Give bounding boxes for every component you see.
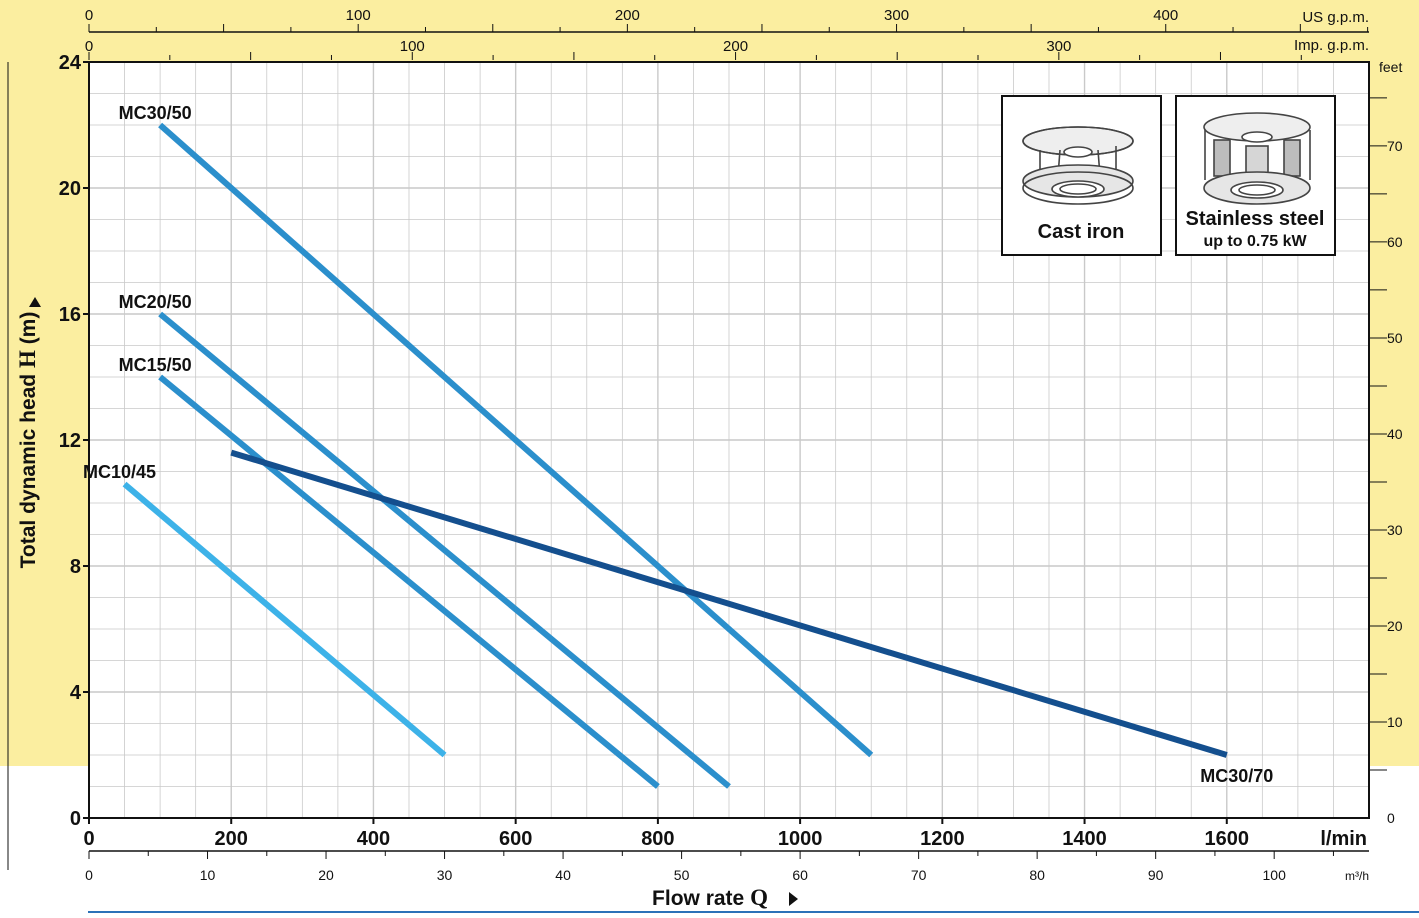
usgpm-tick-label: 400 xyxy=(1153,7,1178,24)
y-tick-label: 20 xyxy=(59,178,81,200)
x-tick-label-lmin: 1600 xyxy=(1205,828,1250,850)
x-tick-label-lmin: 1000 xyxy=(778,828,823,850)
y-axis-symbol: H xyxy=(15,350,40,368)
x-tick-label-lmin: 800 xyxy=(641,828,674,850)
legend-stainless-subtitle: up to 0.75 kW xyxy=(1203,233,1307,250)
feet-tick-label: 10 xyxy=(1387,714,1403,730)
impgpm-tick-label: 0 xyxy=(85,38,93,55)
x-tick-label-lmin: 200 xyxy=(215,828,248,850)
usgpm-tick-label: 300 xyxy=(884,7,909,24)
usgpm-tick-label: 0 xyxy=(85,7,93,24)
cast-iron-impeller-icon xyxy=(1022,126,1134,205)
series-line-mc30-70 xyxy=(230,449,1228,758)
y-axis-unit: (m) xyxy=(17,312,40,351)
m3h-tick-label: 20 xyxy=(318,867,334,883)
x-tick-label-lmin: 0 xyxy=(83,828,94,850)
x-tick-label-lmin: 400 xyxy=(357,828,390,850)
m3h-tick-label: 70 xyxy=(911,867,927,883)
right-band xyxy=(1370,0,1419,766)
series-label: MC15/50 xyxy=(119,355,192,375)
top-band xyxy=(0,0,1419,62)
x-axis-symbol: Q xyxy=(750,885,768,910)
x-axis-label-text: Flow rate xyxy=(652,887,750,910)
m3h-tick-label: 30 xyxy=(437,867,453,883)
legend-stainless-steel: Stainless steel up to 0.75 kW xyxy=(1175,95,1336,256)
m3h-tick-label: 50 xyxy=(674,867,690,883)
series-line-mc30-50 xyxy=(158,122,874,758)
legend-cast-iron-title: Cast iron xyxy=(1038,221,1125,243)
y-axis-label: Total dynamic head H (m) xyxy=(15,312,40,569)
series-label: MC10/45 xyxy=(83,462,156,482)
feet-tick-label: 70 xyxy=(1387,138,1403,154)
series-line-mc10-45 xyxy=(122,481,447,758)
y-axis-label-text: Total dynamic head xyxy=(17,368,40,568)
y-tick-label: 24 xyxy=(59,52,82,74)
axes: 0 4 8 12 16 20 24 Total dynamic head H (m) 0 10 20… xyxy=(7,7,1419,913)
y-tick-label: 16 xyxy=(59,304,81,326)
stainless-impeller-icon xyxy=(1203,112,1311,205)
legend-stainless-title: Stainless steel xyxy=(1186,208,1325,230)
x-axis-arrow-icon xyxy=(789,892,798,906)
x-tick-label-lmin: 1200 xyxy=(920,828,965,850)
x-tick-label-lmin: 1400 xyxy=(1062,828,1107,850)
feet-tick-label: 60 xyxy=(1387,234,1403,250)
series-line-mc15-50 xyxy=(158,374,660,789)
x-unit-lmin: l/min xyxy=(1320,828,1367,850)
legend-cast-iron: Cast iron xyxy=(1001,95,1162,256)
y-tick-label: 12 xyxy=(59,430,81,452)
y-tick-label: 4 xyxy=(70,682,82,704)
impgpm-unit-label: Imp. g.p.m. xyxy=(1294,37,1369,54)
m3h-tick-label: 0 xyxy=(85,867,93,883)
y-tick-label: 8 xyxy=(70,556,81,578)
series-label: MC30/50 xyxy=(119,103,192,123)
x-axis-label: Flow rate Q xyxy=(652,885,768,910)
m3h-tick-label: 90 xyxy=(1148,867,1164,883)
series-line-mc20-50 xyxy=(158,311,731,789)
impgpm-tick-label: 300 xyxy=(1046,38,1071,55)
feet-unit-label: feet xyxy=(1379,59,1402,75)
x-tick-label-lmin: 600 xyxy=(499,828,532,850)
m3h-tick-label: 10 xyxy=(200,867,216,883)
feet-tick-label: 0 xyxy=(1387,810,1395,826)
impgpm-tick-label: 100 xyxy=(400,38,425,55)
impgpm-tick-label: 200 xyxy=(723,38,748,55)
m3h-tick-label: 80 xyxy=(1029,867,1045,883)
y-axis-arrow-icon xyxy=(29,297,41,307)
usgpm-tick-label: 200 xyxy=(615,7,640,24)
series-group xyxy=(122,122,1228,789)
feet-tick-label: 50 xyxy=(1387,330,1403,346)
labels: MC30/50 MC20/50 MC15/50 MC10/45 MC30/70 xyxy=(83,103,1273,786)
m3h-tick-label: 60 xyxy=(792,867,808,883)
m3h-unit-label: m³/h xyxy=(1345,869,1369,883)
series-label: MC30/70 xyxy=(1200,766,1273,786)
usgpm-tick-label: 100 xyxy=(346,7,371,24)
series-label: MC20/50 xyxy=(119,292,192,312)
m3h-tick-label: 40 xyxy=(555,867,571,883)
left-band xyxy=(0,0,88,766)
feet-tick-label: 40 xyxy=(1387,426,1403,442)
feet-tick-label: 30 xyxy=(1387,522,1403,538)
usgpm-unit-label: US g.p.m. xyxy=(1302,9,1369,26)
m3h-tick-label: 100 xyxy=(1263,867,1287,883)
feet-tick-label: 20 xyxy=(1387,618,1403,634)
y-tick-label: 0 xyxy=(70,808,81,830)
